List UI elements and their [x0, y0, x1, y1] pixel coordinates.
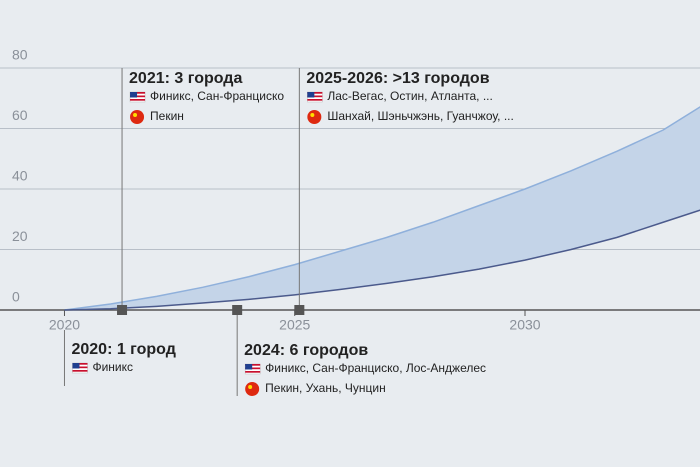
annotation-title: 2021: 3 города — [129, 70, 242, 87]
annotation-city-list: Пекин — [150, 109, 184, 123]
y-tick-label: 60 — [12, 107, 28, 123]
x-tick-label: 2030 — [509, 317, 540, 333]
annotation-city-list: Шанхай, Шэньчжэнь, Гуанчжоу, ... — [327, 109, 514, 123]
milestone-marker — [117, 305, 128, 315]
annotation-city-list: Лас-Вегас, Остин, Атланта, ... — [327, 89, 493, 103]
flag-canton — [130, 92, 138, 98]
flag-stripe — [245, 371, 261, 373]
us-flag-icon — [244, 363, 261, 375]
cn-flag-icon — [130, 110, 145, 124]
x-tick-label: 2020 — [49, 317, 80, 333]
plot-area — [64, 106, 700, 311]
flag-stripe — [72, 370, 88, 372]
milestone-marker — [232, 305, 243, 315]
milestone-marker — [294, 305, 305, 315]
annotation-city-list: Финикс — [92, 360, 133, 374]
y-tick-label: 20 — [12, 228, 28, 244]
flag-stripe — [245, 364, 261, 366]
flag-stripe — [130, 99, 146, 101]
flag-circle — [307, 110, 322, 124]
us-flag-icon — [129, 91, 146, 103]
flag-circle — [245, 382, 260, 396]
flag-star — [310, 113, 315, 117]
flag-star — [133, 113, 138, 117]
x-tick-label: 2025 — [279, 317, 310, 333]
flag-stripe — [245, 367, 261, 370]
annotation-title: 2020: 1 город — [71, 341, 175, 358]
flag-stripe — [72, 366, 88, 369]
flag-canton — [245, 364, 253, 370]
flag-canton — [307, 92, 315, 98]
flag-stripe — [307, 92, 323, 94]
annotation-city-list: Пекин, Ухань, Чунцин — [265, 381, 386, 395]
flag-stripe — [307, 99, 323, 101]
flag-stripe — [307, 95, 323, 98]
annotation-title: 2024: 6 городов — [244, 342, 368, 359]
y-tick-label: 40 — [12, 168, 28, 184]
y-tick-label: 80 — [12, 47, 28, 63]
annotation-title: 2025-2026: >13 городов — [306, 70, 489, 87]
flag-stripe — [130, 95, 146, 98]
flag-stripe — [72, 363, 88, 365]
flag-stripe — [130, 92, 146, 94]
flag-star — [248, 385, 253, 389]
cn-flag-icon — [307, 110, 322, 124]
band-area — [64, 107, 700, 310]
flag-circle — [130, 110, 145, 124]
us-flag-icon — [72, 362, 88, 374]
cn-flag-icon — [245, 382, 260, 396]
flag-canton — [72, 363, 80, 369]
band-edge-line — [64, 209, 700, 311]
annotation-city-list: Финикс, Сан-Франциско, Лос-Анджелес — [265, 361, 486, 375]
y-tick-label: 0 — [12, 289, 20, 305]
us-flag-icon — [307, 91, 323, 103]
band-edge-line — [64, 106, 700, 311]
annotation-city-list: Финикс, Сан-Франциско — [150, 89, 284, 103]
